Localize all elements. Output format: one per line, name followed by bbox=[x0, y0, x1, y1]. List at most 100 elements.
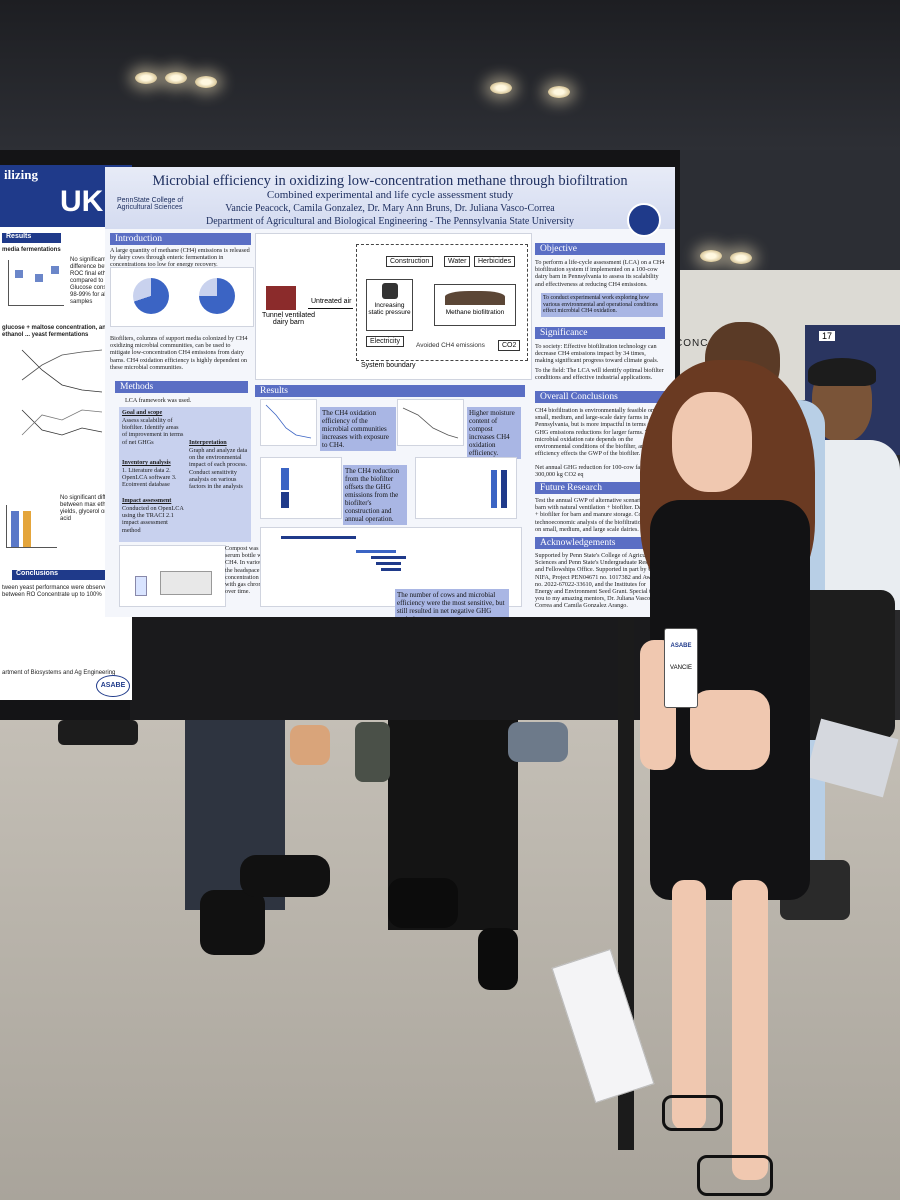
left-bar-text: No significant differences between max e… bbox=[60, 495, 127, 522]
section-introduction: Introduction bbox=[110, 233, 251, 245]
gc-photo bbox=[119, 545, 226, 607]
results-chart-2 bbox=[397, 399, 464, 446]
abe-logo bbox=[627, 203, 661, 237]
poster-title: Microbial efficiency in oxidizing low-co… bbox=[152, 173, 628, 189]
goal-scope-label: Goal and scope bbox=[122, 409, 163, 416]
construction-box: Construction bbox=[386, 256, 434, 267]
conclusions-value: Net annual GHG reduction for 100-cow far… bbox=[535, 464, 649, 479]
intro-pie-charts bbox=[110, 267, 254, 327]
interpretation-label: Interpretation bbox=[189, 439, 227, 446]
herbicides-box: Herbicides bbox=[474, 256, 516, 267]
static-pressure-box: Increasing static pressure bbox=[366, 279, 413, 331]
inventory-items: 1. Literature data 2. OpenLCA software 3… bbox=[122, 467, 177, 489]
static-pressure-label: Increasing static pressure bbox=[368, 302, 411, 316]
left-conclusions-heading: Conclusions bbox=[12, 570, 116, 580]
left-chart-1 bbox=[8, 260, 64, 306]
ceiling-light bbox=[548, 86, 570, 98]
compost-icon bbox=[445, 291, 505, 305]
conclusions-text: CH4 biofiltration is environmentally fea… bbox=[535, 407, 655, 458]
ceiling-light bbox=[195, 76, 217, 88]
ceiling-right bbox=[660, 150, 900, 270]
main-poster: Microbial efficiency in oxidizing low-co… bbox=[105, 167, 675, 617]
person-shoe-left bbox=[388, 878, 458, 928]
intro-text: A large quantity of methane (CH4) emissi… bbox=[110, 247, 250, 269]
result-2: Higher moisture content of compost incre… bbox=[467, 407, 521, 459]
background-shoes bbox=[58, 720, 138, 745]
results-chart-1 bbox=[260, 399, 317, 446]
ceiling-light bbox=[165, 72, 187, 84]
barn-icon bbox=[266, 286, 296, 310]
ceiling bbox=[0, 0, 900, 208]
interpretation-items: Graph and analyze data on the environmen… bbox=[189, 447, 248, 491]
poster-board-lower bbox=[130, 612, 650, 720]
inventory-label: Inventory analysis bbox=[122, 459, 171, 466]
background-legs bbox=[355, 722, 390, 782]
results-chart-4 bbox=[415, 457, 517, 519]
ceiling-light bbox=[700, 250, 722, 262]
section-results: Results bbox=[255, 385, 525, 397]
methods-framework: Goal and scope Assess scalability of bio… bbox=[119, 407, 251, 542]
background-legs-2 bbox=[508, 722, 568, 762]
badge-logo: ASABE bbox=[670, 643, 692, 649]
section-objective: Objective bbox=[535, 243, 665, 255]
untreated-air-label: Untreated air bbox=[311, 298, 352, 305]
co2-box: CO2 bbox=[498, 340, 521, 351]
intro-text-2: Biofilters, columns of support media col… bbox=[110, 335, 248, 371]
section-significance: Significance bbox=[535, 327, 665, 339]
result-1: The CH4 oxidation efficiency of the micr… bbox=[320, 407, 396, 451]
person-shoe-right bbox=[478, 928, 518, 990]
methods-text: LCA framework was used. bbox=[125, 397, 192, 404]
air-arrow bbox=[308, 308, 353, 309]
future-text: Test the annual GWP of alternative scena… bbox=[535, 497, 664, 533]
left-media-heading: media fermentations bbox=[2, 247, 61, 253]
pennstate-logo: PennState College of Agricultural Scienc… bbox=[117, 197, 184, 211]
badge-name: VANCIE bbox=[670, 665, 692, 671]
left-poster-title: ilizing bbox=[4, 167, 38, 182]
impact-label: Impact assessment bbox=[122, 497, 172, 504]
biofiltration-label: Methane biofiltration bbox=[445, 309, 505, 316]
biofiltration-box: Methane biofiltration bbox=[434, 284, 516, 326]
avoided-emissions-label: Avoided CH4 emissions bbox=[416, 342, 485, 349]
section-methods: Methods bbox=[115, 381, 248, 393]
name-badge: ASABE VANCIE bbox=[664, 628, 698, 708]
poster-department: Department of Agricultural and Biologica… bbox=[205, 216, 575, 227]
booth-number: 17 bbox=[819, 331, 836, 341]
section-future-research: Future Research bbox=[535, 482, 665, 494]
person-sneaker-left bbox=[200, 890, 265, 955]
ceiling-light bbox=[135, 72, 157, 84]
presenter-face bbox=[672, 392, 752, 492]
system-boundary-label: System boundary bbox=[361, 362, 416, 369]
background-feet bbox=[290, 725, 330, 765]
objective-text-2: To conduct experimental work exploring h… bbox=[541, 293, 663, 317]
system-diagram: Tunnel ventilated dairy barn Untreated a… bbox=[255, 233, 532, 380]
presenter-leg-right bbox=[732, 880, 768, 1180]
water-box: Water bbox=[444, 256, 471, 267]
fan-icon bbox=[381, 283, 398, 299]
poster-subtitle: Combined experimental and life cycle ass… bbox=[266, 189, 514, 201]
goal-scope-items: Assess scalability of biofilter. Identif… bbox=[122, 417, 184, 446]
presenter-sandal-left bbox=[662, 1095, 723, 1131]
ceiling-light bbox=[490, 82, 512, 94]
result-4: The number of cows and microbial efficie… bbox=[395, 589, 509, 617]
ceiling-light bbox=[730, 252, 752, 264]
electricity-box: Electricity bbox=[366, 336, 404, 347]
left-footer-text: artment of Biosystems and Ag Engineering bbox=[2, 670, 116, 676]
asabe-logo: ASABE bbox=[96, 675, 130, 697]
person-right-hair bbox=[808, 358, 876, 386]
left-bar-chart bbox=[6, 505, 57, 548]
left-results-text: No significant difference between ROC fi… bbox=[70, 257, 128, 305]
system-boundary-box bbox=[356, 244, 528, 361]
result-3: The CH4 reduction from the biofilter off… bbox=[343, 465, 407, 525]
poster-header: Microbial efficiency in oxidizing low-co… bbox=[105, 167, 675, 237]
objective-text: To perform a life-cycle assessment (LCA)… bbox=[535, 259, 665, 288]
results-chart-3 bbox=[260, 457, 342, 519]
presenter-leg-left bbox=[672, 880, 706, 1130]
uk-logo: UK bbox=[60, 185, 104, 218]
section-overall-conclusions: Overall Conclusions bbox=[535, 391, 665, 403]
left-results-heading: Results bbox=[2, 233, 61, 243]
significance-text-2: To the field: The LCA will identify opti… bbox=[535, 367, 664, 382]
barn-label: Tunnel ventilated dairy barn bbox=[261, 312, 316, 326]
impact-items: Conducted on OpenLCA using the TRACI 2.1… bbox=[122, 505, 184, 534]
significance-text: To society: Effective biofiltration tech… bbox=[535, 343, 659, 365]
section-acknowledgements: Acknowledgements bbox=[535, 537, 665, 549]
